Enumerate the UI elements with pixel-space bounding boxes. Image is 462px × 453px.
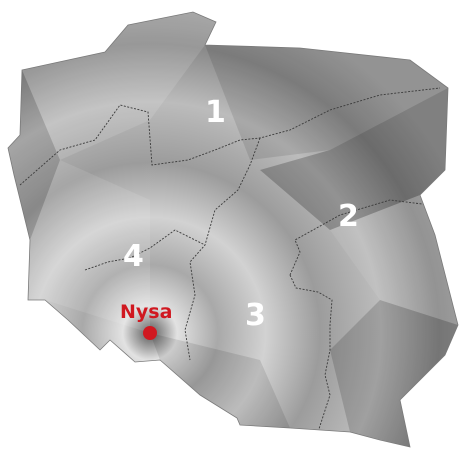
facet-southwest	[28, 160, 150, 333]
facet-southeast	[330, 300, 458, 447]
border-region-2-3	[289, 274, 333, 433]
city-label: Nysa	[120, 301, 172, 323]
region-label-3: 3	[245, 298, 266, 333]
region-label-2: 2	[338, 199, 359, 234]
facet-north	[205, 45, 448, 160]
region-label-1: 1	[205, 95, 226, 130]
country-outline	[7, 11, 459, 448]
city-marker[interactable]	[143, 326, 157, 340]
facet-east	[330, 195, 458, 325]
facet-northwest	[22, 12, 216, 160]
border-region-2	[289, 199, 431, 276]
border-region-4	[84, 229, 206, 271]
facet-northeast	[260, 88, 448, 230]
facet-south	[150, 333, 290, 428]
region-label-4: 4	[123, 239, 144, 274]
